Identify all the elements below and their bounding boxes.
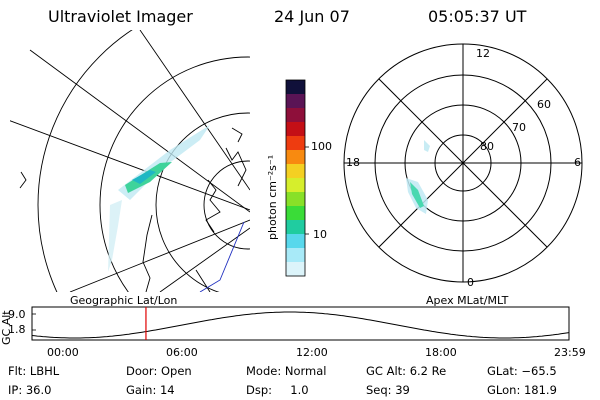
longitude-line bbox=[139, 30, 250, 191]
time-label: 05:05:37 UT bbox=[428, 7, 527, 26]
colorbar-segment bbox=[286, 248, 305, 263]
coastline-blue bbox=[199, 221, 245, 292]
colorbar-segment bbox=[286, 136, 305, 151]
colorbar-segment bbox=[286, 80, 305, 95]
colorbar-segment bbox=[286, 94, 305, 109]
color-scale bbox=[285, 79, 309, 277]
right-map-caption: Apex MLat/MLT bbox=[426, 294, 509, 307]
info-glat: GLat: −65.5 bbox=[487, 364, 557, 378]
mlt-label-12: 12 bbox=[476, 47, 490, 60]
latitude-circle bbox=[155, 112, 250, 292]
colorbar-segment bbox=[286, 164, 305, 179]
colorbar-tick-100: 100 bbox=[311, 140, 332, 153]
colorbar-segment bbox=[286, 192, 305, 207]
mlt-label-18: 18 bbox=[346, 156, 360, 169]
latitude-circle bbox=[37, 30, 133, 292]
colorbar-segment bbox=[286, 262, 305, 277]
timeline-ytick-1-8: 1.8 bbox=[8, 323, 26, 336]
mlat-label-80: 80 bbox=[480, 140, 494, 153]
mlt-label-0: 0 bbox=[467, 276, 474, 289]
info-seq: Seq: 39 bbox=[366, 383, 410, 397]
orbit-timeline bbox=[31, 306, 570, 341]
latitude-circle bbox=[99, 56, 250, 292]
colorbar-tick-10: 10 bbox=[313, 228, 327, 241]
geographic-map bbox=[10, 30, 250, 292]
coastline bbox=[195, 269, 211, 292]
timeline-xtick-0000: 00:00 bbox=[47, 346, 79, 359]
info-filter: Flt: LBHL bbox=[8, 364, 60, 378]
latitude-circle bbox=[203, 160, 250, 250]
info-mode: Mode: Normal bbox=[246, 364, 327, 378]
colorbar-segment bbox=[286, 122, 305, 137]
info-gain: Gain: 14 bbox=[126, 383, 175, 397]
longitude-line bbox=[69, 219, 250, 292]
longitude-line bbox=[10, 120, 250, 211]
colorbar-label: photon cm⁻²s⁻¹ bbox=[266, 154, 279, 240]
mlat-label-60: 60 bbox=[537, 98, 551, 111]
info-gc-alt: GC Alt: 6.2 Re bbox=[366, 364, 447, 378]
colorbar-segment bbox=[286, 234, 305, 249]
info-door: Door: Open bbox=[126, 364, 192, 378]
colorbar-segment bbox=[286, 108, 305, 123]
timeline-xtick-2359: 23:59 bbox=[554, 346, 586, 359]
info-dsp: Dsp: 1.0 bbox=[246, 383, 309, 397]
longitude-line bbox=[29, 49, 250, 213]
polar-map bbox=[343, 43, 583, 283]
info-ip: IP: 36.0 bbox=[8, 383, 52, 397]
colorbar-segment bbox=[286, 150, 305, 165]
colorbar-segment bbox=[286, 220, 305, 235]
date-label: 24 Jun 07 bbox=[274, 7, 350, 26]
aurora-polar bbox=[406, 140, 430, 214]
coastline bbox=[225, 147, 247, 187]
mlt-label-6: 6 bbox=[574, 156, 581, 169]
left-map-caption: Geographic Lat/Lon bbox=[70, 294, 178, 307]
mlat-label-70: 70 bbox=[512, 121, 526, 134]
coastline bbox=[231, 127, 243, 143]
meridian-diagonal bbox=[378, 78, 548, 248]
longitude-line bbox=[159, 227, 250, 292]
timeline-xtick-0600: 06:00 bbox=[166, 346, 198, 359]
coastline bbox=[142, 214, 153, 292]
timeline-ytick-9: 9.0 bbox=[8, 308, 26, 321]
app-title: Ultraviolet Imager bbox=[48, 7, 193, 26]
colorbar-segment bbox=[286, 206, 305, 221]
aurora-glow-south bbox=[108, 200, 122, 272]
timeline-xtick-1200: 12:00 bbox=[296, 346, 328, 359]
colorbar-segment bbox=[286, 178, 305, 193]
coastline bbox=[205, 179, 221, 233]
coastline bbox=[19, 171, 27, 189]
timeline-xtick-1800: 18:00 bbox=[425, 346, 457, 359]
aurora-emission-core bbox=[132, 170, 156, 184]
info-glon: GLon: 181.9 bbox=[487, 383, 557, 397]
